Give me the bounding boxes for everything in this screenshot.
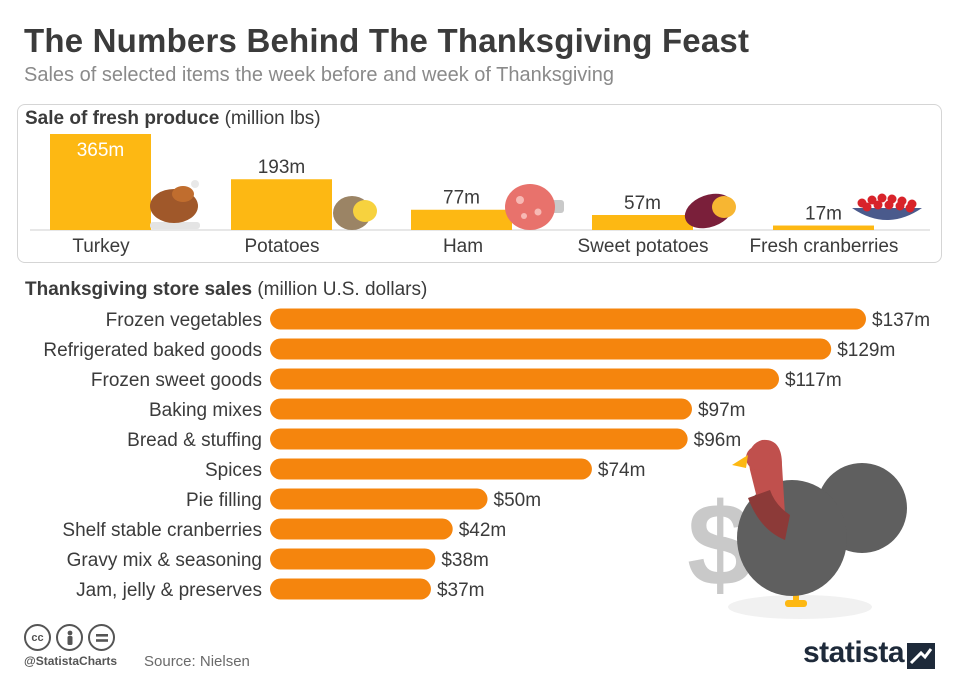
by-icon[interactable] <box>56 624 83 651</box>
produce-panel <box>17 104 942 263</box>
roast-turkey-icon <box>150 180 200 229</box>
sales-value-label: $129m <box>837 340 895 361</box>
sales-value-label: $96m <box>694 430 742 451</box>
sales-bar <box>270 428 688 450</box>
statista-logo[interactable]: statista <box>803 636 905 669</box>
produce-title-bold: Sale of fresh produce <box>25 108 220 129</box>
sales-bar <box>270 308 866 330</box>
produce-bar <box>592 215 693 230</box>
produce-category-label: Turkey <box>72 236 130 257</box>
sales-bar <box>270 458 592 480</box>
sales-bar <box>270 518 453 540</box>
sales-category-label: Gravy mix & seasoning <box>67 550 262 571</box>
produce-value-label: 17m <box>805 204 842 225</box>
sales-value-label: $38m <box>441 550 489 571</box>
produce-value-label: 365m <box>77 140 125 161</box>
license-icons: cc <box>24 624 115 651</box>
turkey-illustration-icon <box>728 439 907 619</box>
sales-category-label: Pie filling <box>186 490 262 511</box>
sales-value-label: $42m <box>459 520 507 541</box>
sales-category-label: Baking mixes <box>149 400 262 421</box>
sales-category-label: Frozen vegetables <box>106 310 262 331</box>
sales-category-label: Spices <box>205 460 262 481</box>
sweet-potato-icon <box>684 193 736 229</box>
sales-value-label: $137m <box>872 310 930 331</box>
produce-category-label: Fresh cranberries <box>750 236 899 257</box>
sales-section-title: Thanksgiving store sales (million U.S. d… <box>25 279 427 301</box>
sales-title-unit: (million U.S. dollars) <box>257 279 428 300</box>
sales-title-bold: Thanksgiving store sales <box>25 279 253 300</box>
produce-bar <box>411 209 512 230</box>
sales-bar <box>270 578 431 600</box>
potato-icon <box>333 196 377 230</box>
produce-category-label: Sweet potatoes <box>578 236 709 257</box>
sales-value-label: $50m <box>494 490 542 511</box>
produce-section-title: Sale of fresh produce (million lbs) <box>25 108 321 130</box>
produce-value-label: 193m <box>258 157 306 178</box>
produce-category-label: Potatoes <box>245 236 320 257</box>
sales-value-label: $74m <box>598 460 646 481</box>
produce-bar <box>773 225 874 230</box>
statista-handle[interactable]: @StatistaCharts <box>24 654 118 668</box>
produce-category-label: Ham <box>443 236 483 257</box>
sales-bar <box>270 488 488 510</box>
produce-value-label: 57m <box>624 193 661 214</box>
sales-value-label: $117m <box>785 370 842 391</box>
cc-icon[interactable]: cc <box>24 624 51 651</box>
sales-bar <box>270 368 779 390</box>
page-subtitle: Sales of selected items the week before … <box>24 64 614 86</box>
sales-category-label: Jam, jelly & preserves <box>76 580 262 601</box>
sales-value-label: $37m <box>437 580 485 601</box>
produce-bar <box>231 179 332 230</box>
ham-icon <box>505 184 564 230</box>
sales-category-label: Frozen sweet goods <box>91 370 262 391</box>
nd-icon[interactable] <box>88 624 115 651</box>
sales-category-label: Bread & stuffing <box>127 430 262 451</box>
sales-bar <box>270 548 436 570</box>
sales-category-label: Refrigerated baked goods <box>43 340 262 361</box>
produce-value-label: 77m <box>443 188 480 209</box>
sales-value-label: $97m <box>698 400 746 421</box>
sales-bar <box>270 398 692 420</box>
produce-bar <box>50 134 151 230</box>
statista-logo-icon <box>907 643 935 669</box>
produce-title-unit: (million lbs) <box>224 108 321 129</box>
sales-bar <box>270 338 832 360</box>
sales-category-label: Shelf stable cranberries <box>62 520 262 541</box>
source-note: Source: Nielsen <box>144 653 250 670</box>
cranberry-bowl-icon <box>852 193 922 220</box>
page-title: The Numbers Behind The Thanksgiving Feas… <box>24 22 750 59</box>
